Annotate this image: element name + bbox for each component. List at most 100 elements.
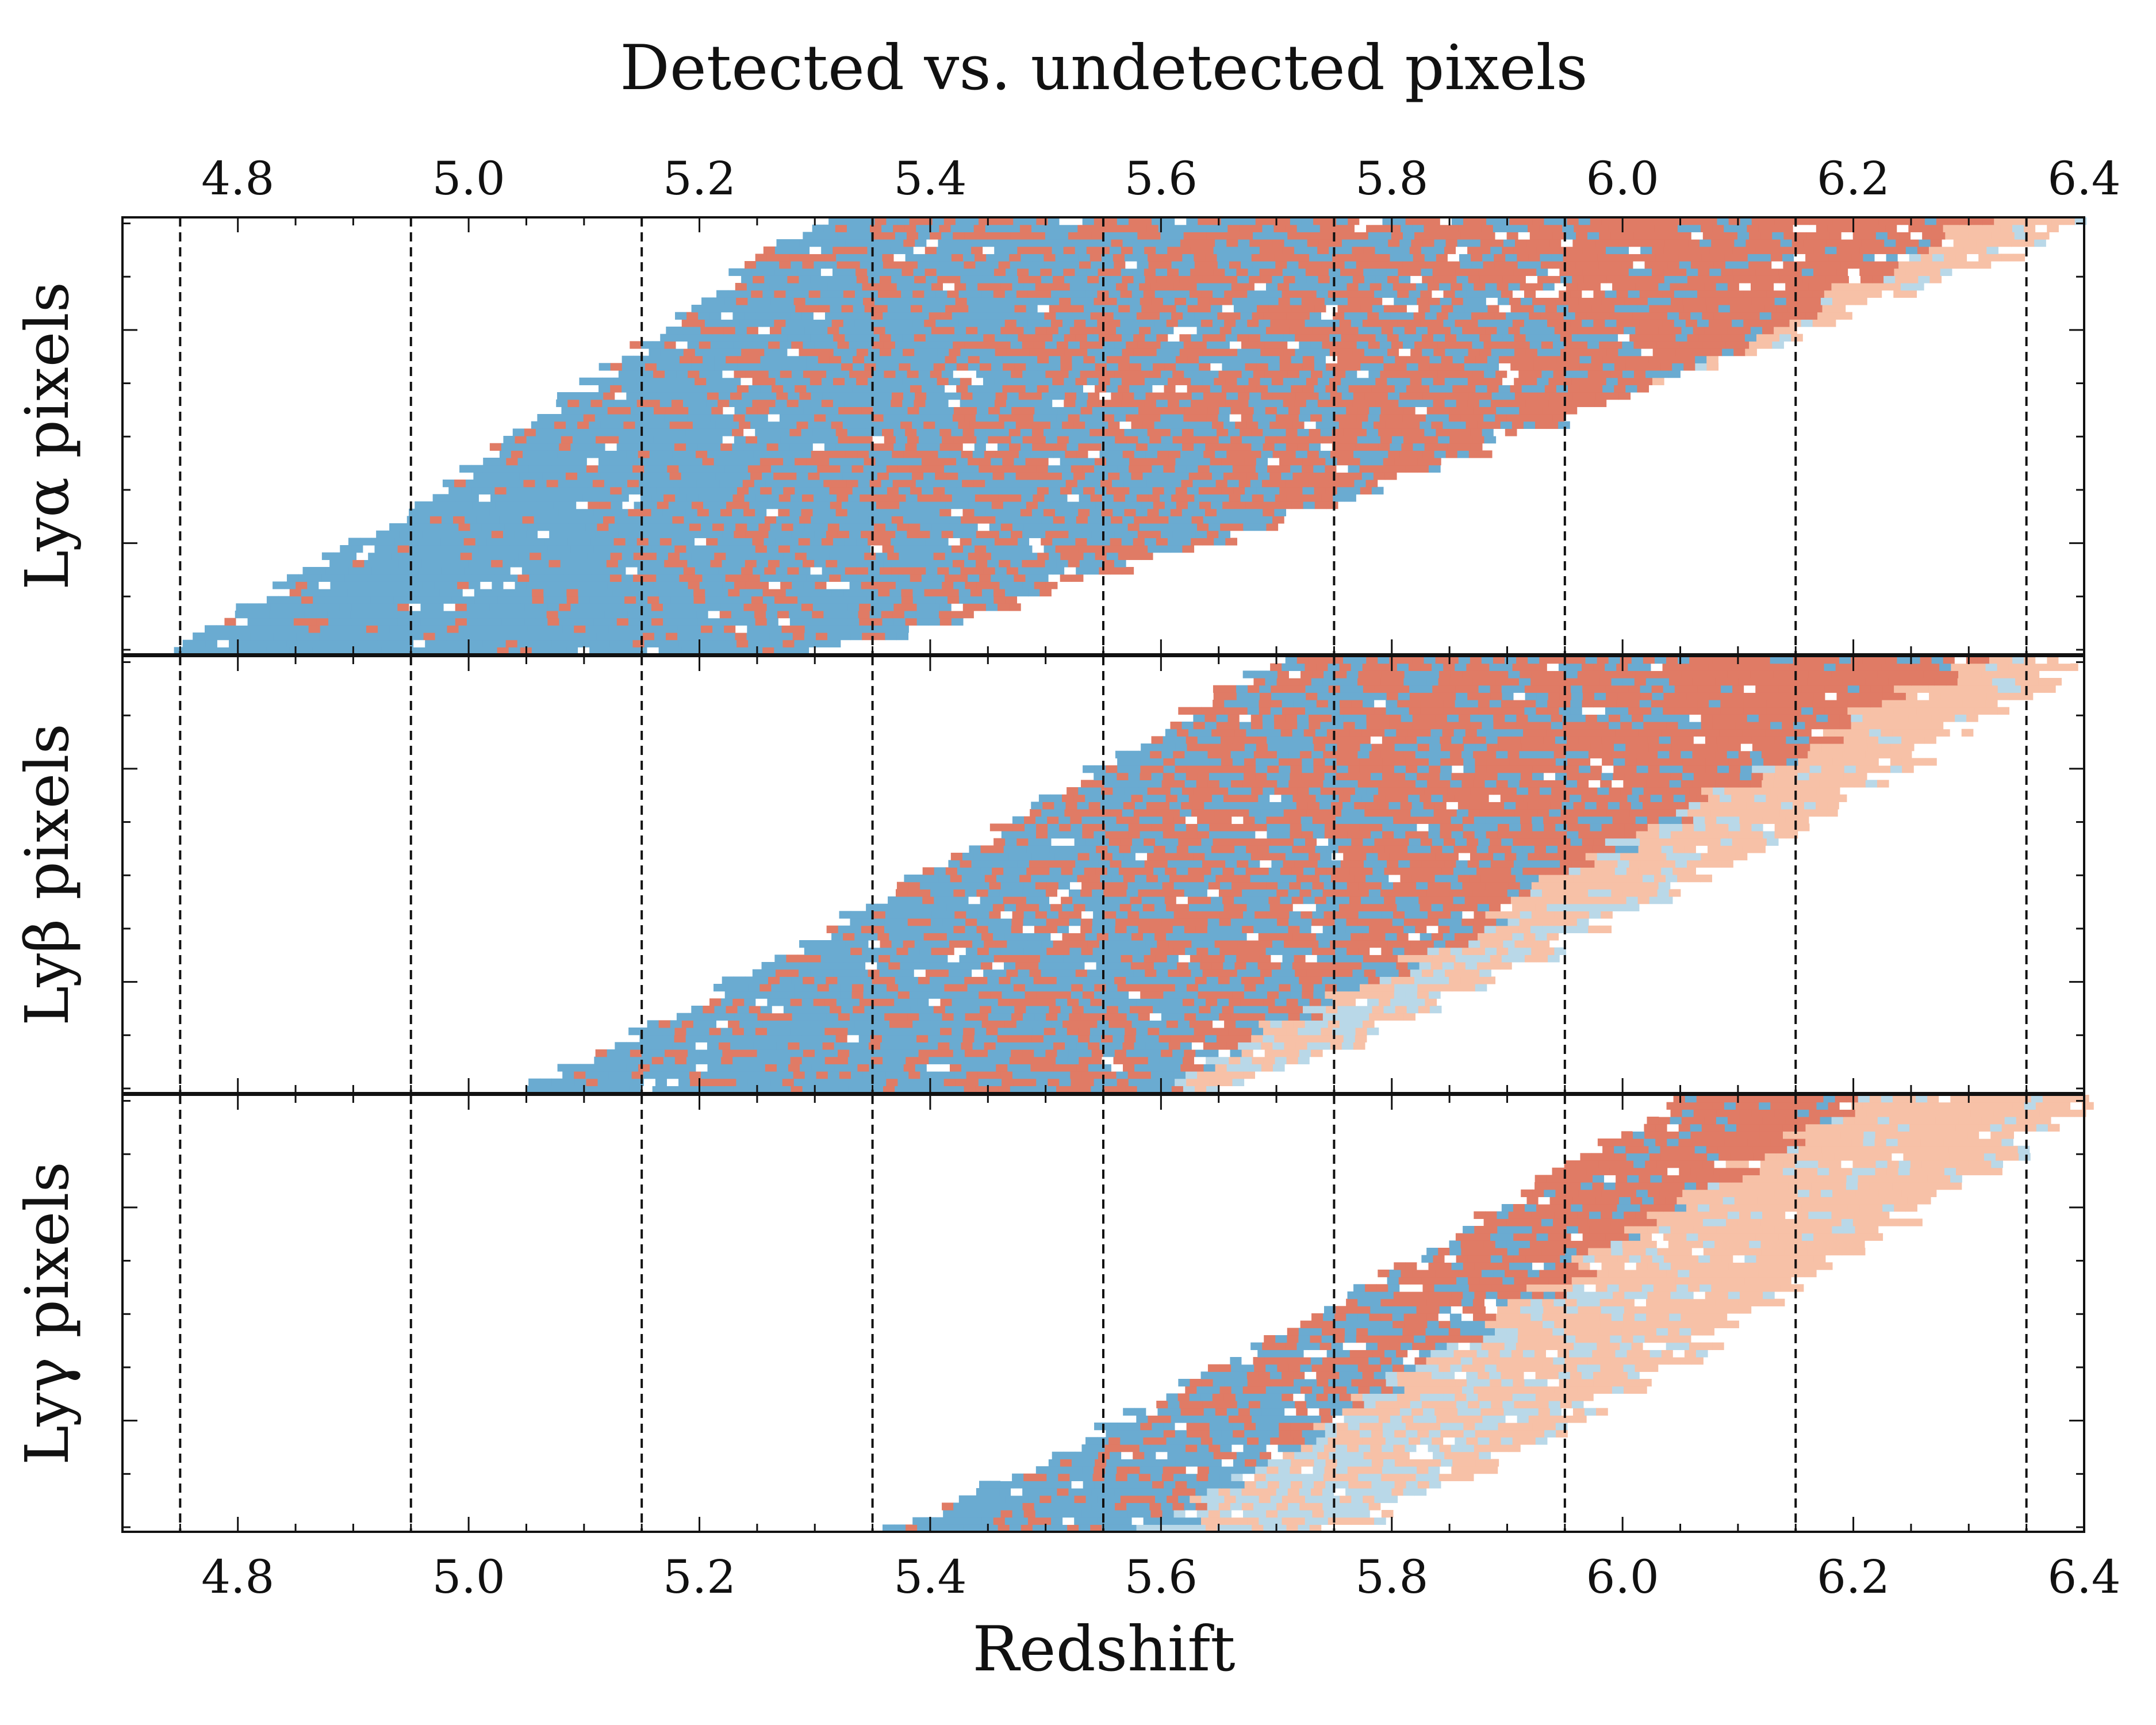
heatmap-cell [1060, 552, 1073, 560]
heatmap-cell [1436, 312, 1449, 320]
heatmap-cell [546, 480, 559, 488]
heatmap-cell [1156, 246, 1168, 254]
heatmap-cell [1637, 355, 1649, 363]
heatmap-cell [768, 261, 780, 269]
heatmap-cell [819, 472, 832, 480]
heatmap-cell [945, 363, 957, 371]
heatmap-cell [1175, 458, 1188, 466]
heatmap-cell [753, 450, 766, 458]
heatmap-cell [1068, 436, 1081, 444]
heatmap-cell [824, 603, 837, 611]
heatmap-cell [1147, 443, 1160, 451]
heatmap-cell [1664, 334, 1677, 342]
heatmap-cell [1279, 385, 1291, 393]
heatmap-cell [1711, 239, 1723, 247]
heatmap-cell [1429, 458, 1441, 466]
heatmap-cell [1110, 399, 1122, 407]
heatmap-cell [1422, 275, 1434, 283]
heatmap-cell [878, 589, 890, 597]
heatmap-cell [1390, 428, 1402, 436]
heatmap-cell [1352, 399, 1364, 407]
heatmap-cell [1801, 290, 1813, 298]
heatmap-cell [1663, 268, 1675, 276]
heatmap-cell [466, 508, 479, 516]
heatmap-cell [710, 414, 723, 422]
heatmap-cell [1325, 355, 1338, 363]
heatmap-cell [1889, 283, 1901, 291]
heatmap-cell [860, 414, 873, 422]
heatmap-cell [932, 465, 945, 473]
heatmap-cell [613, 596, 625, 604]
heatmap-cell [1817, 261, 1830, 269]
heatmap-cell [1210, 363, 1223, 371]
heatmap-cell [859, 603, 871, 611]
heatmap-cell [1114, 341, 1126, 349]
heatmap-cell [477, 611, 489, 619]
heatmap-cell [576, 486, 588, 494]
heatmap-cell [1154, 421, 1167, 429]
heatmap-cell [810, 567, 823, 575]
heatmap-cell [1313, 465, 1325, 473]
heatmap-cell [958, 319, 971, 327]
heatmap-cell [810, 377, 822, 385]
heatmap-cell [1172, 370, 1184, 378]
heatmap-cell [1737, 232, 1750, 240]
heatmap-cell [414, 552, 427, 560]
heatmap-cell [1323, 327, 1336, 335]
heatmap-cell [1403, 341, 1415, 349]
heatmap-cell [1437, 370, 1450, 378]
heatmap-cell [1231, 283, 1244, 291]
heatmap-cell [1702, 312, 1714, 320]
heatmap-cell [1091, 559, 1103, 568]
heatmap-cell [1475, 363, 1488, 371]
heatmap-cell [631, 625, 644, 633]
heatmap-cell [1418, 305, 1430, 313]
heatmap-cell [924, 596, 937, 604]
heatmap-cell [1480, 450, 1493, 458]
heatmap-cell [1529, 341, 1542, 349]
heatmap-cell [1129, 385, 1141, 393]
heatmap-cell [1012, 523, 1025, 531]
heatmap-cell [926, 348, 938, 356]
heatmap-cell [517, 639, 530, 647]
heatmap-cell [766, 428, 778, 436]
heatmap-cell [1493, 428, 1506, 436]
heatmap-cell [918, 530, 931, 538]
heatmap-cell [351, 618, 363, 626]
heatmap-cell [390, 574, 403, 582]
heatmap-cell [791, 414, 803, 422]
heatmap-cell [1267, 465, 1279, 473]
heatmap-cell [1463, 297, 1475, 305]
heatmap-cell [429, 516, 442, 524]
heatmap-cell [1953, 239, 1966, 247]
heatmap-cell [653, 559, 665, 568]
heatmap-cell [763, 268, 776, 276]
heatmap-cell [1877, 283, 1890, 291]
heatmap-cell [772, 552, 784, 560]
heatmap-cell [1622, 232, 1634, 240]
heatmap-cell [968, 501, 981, 509]
heatmap-cell [1734, 239, 1747, 247]
heatmap-cell [889, 421, 901, 429]
heatmap-cell [1074, 319, 1086, 327]
heatmap-cell [910, 552, 923, 560]
heatmap-cell [610, 363, 623, 371]
heatmap-cell [681, 421, 693, 429]
heatmap-cell [401, 625, 413, 633]
heatmap-cell [1310, 414, 1322, 422]
heatmap-cell [1272, 392, 1284, 400]
heatmap-cell [736, 639, 749, 647]
heatmap-cell [924, 319, 936, 327]
heatmap-cell [517, 486, 530, 494]
heatmap-cell [2023, 239, 2035, 247]
heatmap-cell [1060, 574, 1072, 582]
heatmap-cell [1241, 370, 1254, 378]
heatmap-cell [666, 327, 678, 335]
heatmap-cell [895, 436, 908, 444]
heatmap-cell [1283, 275, 1296, 283]
heatmap-cell [1214, 348, 1226, 356]
heatmap-cell [1387, 275, 1399, 283]
heatmap-cell [1045, 581, 1058, 589]
heatmap-cell [1709, 268, 1721, 276]
heatmap-cell [1325, 385, 1338, 393]
